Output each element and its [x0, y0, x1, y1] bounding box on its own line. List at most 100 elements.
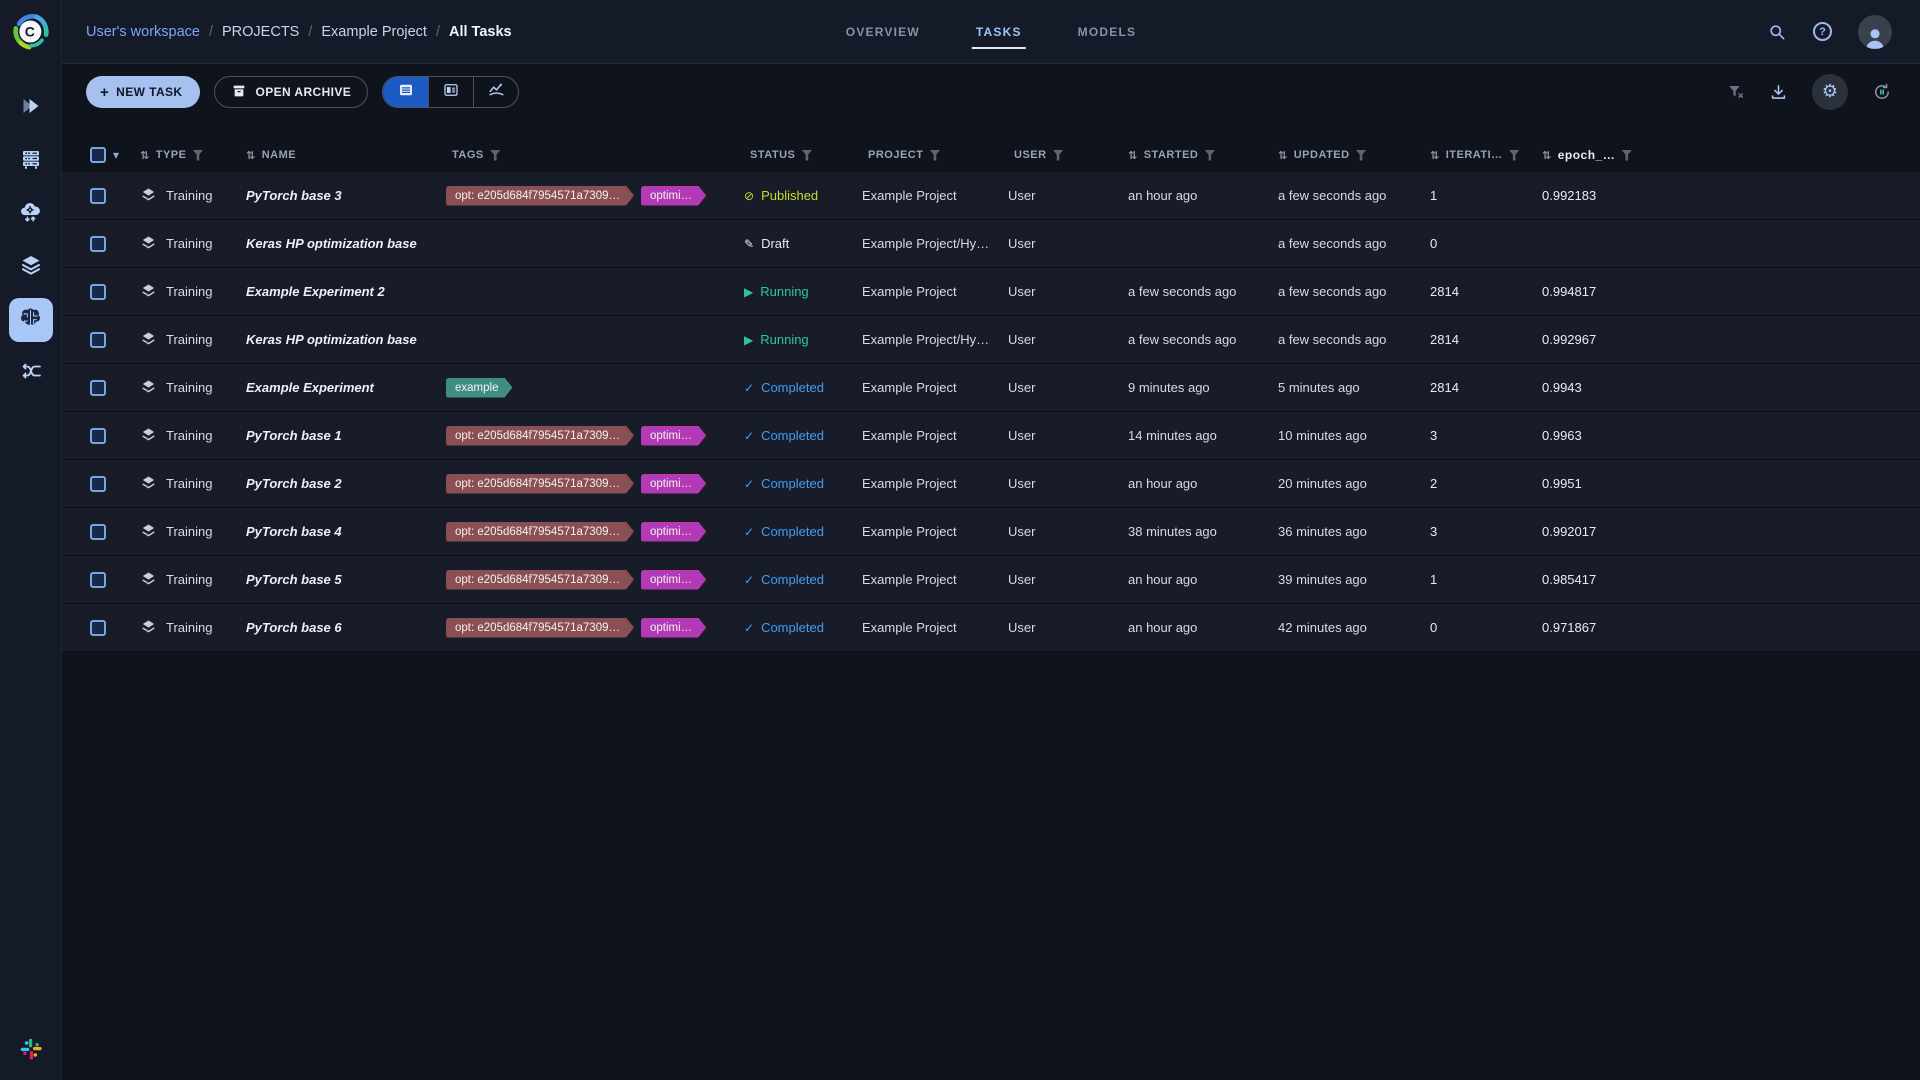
- task-row-pytorch-base-5[interactable]: Training PyTorch base 5 opt: e205d684f79…: [62, 556, 1920, 604]
- task-name[interactable]: PyTorch base 5: [246, 572, 342, 587]
- task-row-keras-hp-optimization-base[interactable]: Training Keras HP optimization base ▶ Ru…: [62, 316, 1920, 364]
- task-row-example-experiment-2[interactable]: Training Example Experiment 2 ▶ Running …: [62, 268, 1920, 316]
- tag[interactable]: opt: e205d684f7954571a7309…: [446, 186, 634, 206]
- column-header-started[interactable]: ⇅ STARTED: [1128, 149, 1278, 162]
- column-header-updated[interactable]: ⇅ UPDATED: [1278, 149, 1430, 162]
- tag[interactable]: opt: e205d684f7954571a7309…: [446, 570, 634, 590]
- new-task-button[interactable]: + NEW TASK: [86, 76, 201, 108]
- sort-icon[interactable]: ⇅: [1278, 148, 1288, 162]
- column-header-name[interactable]: ⇅ NAME: [246, 149, 446, 162]
- sidebar-item-datasets[interactable]: [9, 245, 53, 289]
- tab-tasks[interactable]: TASKS: [971, 0, 1026, 63]
- sort-icon[interactable]: ⇅: [140, 148, 150, 162]
- tag[interactable]: optimi…: [641, 618, 706, 638]
- row-checkbox[interactable]: [90, 475, 106, 492]
- row-checkbox[interactable]: [90, 379, 106, 396]
- sidebar-item-projects[interactable]: [9, 86, 53, 130]
- tab-overview[interactable]: OVERVIEW: [845, 24, 920, 39]
- compare-plots-toggle[interactable]: [473, 77, 518, 107]
- task-row-pytorch-base-4[interactable]: Training PyTorch base 4 opt: e205d684f79…: [62, 508, 1920, 556]
- column-header-status[interactable]: STATUS: [744, 149, 862, 161]
- table-view-toggle[interactable]: [383, 77, 429, 107]
- tag[interactable]: optimi…: [641, 570, 706, 590]
- slack-icon[interactable]: [16, 1034, 46, 1064]
- filter-icon[interactable]: [801, 149, 813, 161]
- task-name[interactable]: Example Experiment: [246, 380, 374, 395]
- select-dropdown-caret[interactable]: ▾: [113, 148, 120, 162]
- settings-gear-icon[interactable]: ⚙: [1812, 74, 1848, 110]
- task-row-pytorch-base-1[interactable]: Training PyTorch base 1 opt: e205d684f79…: [62, 412, 1920, 460]
- task-row-keras-hp-optimization-base[interactable]: Training Keras HP optimization base ✎ Dr…: [62, 220, 1920, 268]
- filter-icon[interactable]: [929, 149, 941, 161]
- row-checkbox[interactable]: [90, 571, 106, 588]
- sidebar-item-workers-queues[interactable]: [9, 139, 53, 183]
- task-name[interactable]: PyTorch base 3: [246, 188, 342, 203]
- filter-icon[interactable]: [1052, 149, 1064, 161]
- filter-icon[interactable]: [192, 149, 204, 161]
- select-all-checkbox[interactable]: [90, 147, 106, 163]
- breadcrumb-item[interactable]: User's workspace: [86, 23, 200, 40]
- row-checkbox[interactable]: [90, 235, 106, 252]
- tag[interactable]: opt: e205d684f7954571a7309…: [446, 474, 634, 494]
- sidebar-item-experiments[interactable]: [8, 298, 53, 342]
- column-header-project[interactable]: PROJECT: [862, 149, 1008, 161]
- detail-view-toggle[interactable]: [428, 77, 473, 107]
- search-icon[interactable]: [1767, 22, 1787, 42]
- help-icon[interactable]: ?: [1813, 22, 1832, 41]
- sidebar-item-cloud-autoscalers[interactable]: [9, 192, 53, 236]
- row-checkbox[interactable]: [90, 619, 106, 636]
- row-checkbox[interactable]: [90, 283, 106, 300]
- task-name[interactable]: PyTorch base 1: [246, 428, 342, 443]
- download-icon[interactable]: [1769, 83, 1788, 102]
- filter-icon[interactable]: [1621, 149, 1633, 161]
- clearml-logo[interactable]: C: [0, 0, 62, 64]
- tag[interactable]: opt: e205d684f7954571a7309…: [446, 522, 634, 542]
- clear-filters-icon[interactable]: [1727, 83, 1745, 101]
- tag[interactable]: optimi…: [641, 186, 706, 206]
- column-header-user[interactable]: USER: [1008, 149, 1128, 161]
- breadcrumb-item[interactable]: All Tasks: [448, 23, 512, 40]
- column-header-iterati[interactable]: ⇅ ITERATI…: [1430, 149, 1542, 162]
- tag[interactable]: optimi…: [641, 426, 706, 446]
- sidebar-item-pipelines[interactable]: [9, 351, 53, 395]
- row-checkbox[interactable]: [90, 427, 106, 444]
- type-label: Training: [166, 188, 213, 203]
- filter-icon[interactable]: [1508, 149, 1520, 161]
- sort-icon[interactable]: ⇅: [1542, 148, 1552, 162]
- tab-models[interactable]: MODELS: [1077, 24, 1137, 39]
- iterations-cell: 2814: [1430, 380, 1459, 395]
- task-row-pytorch-base-6[interactable]: Training PyTorch base 6 opt: e205d684f79…: [62, 604, 1920, 652]
- tag[interactable]: example: [446, 378, 512, 398]
- sort-icon[interactable]: ⇅: [246, 148, 256, 162]
- row-checkbox[interactable]: [90, 187, 106, 204]
- started-cell: 9 minutes ago: [1128, 380, 1210, 395]
- breadcrumb-item[interactable]: Example Project: [321, 23, 427, 40]
- tag[interactable]: optimi…: [641, 474, 706, 494]
- tag[interactable]: opt: e205d684f7954571a7309…: [446, 426, 634, 446]
- task-name[interactable]: PyTorch base 4: [246, 524, 342, 539]
- filter-icon[interactable]: [1204, 149, 1216, 161]
- row-checkbox[interactable]: [90, 331, 106, 348]
- task-name[interactable]: Keras HP optimization base: [246, 236, 417, 251]
- open-archive-button[interactable]: OPEN ARCHIVE: [214, 76, 369, 108]
- column-header-epoch[interactable]: ⇅ epoch_…: [1542, 148, 1702, 162]
- column-header-type[interactable]: ⇅ TYPE: [140, 149, 246, 162]
- task-name[interactable]: Keras HP optimization base: [246, 332, 417, 347]
- breadcrumb-item[interactable]: PROJECTS: [222, 23, 300, 40]
- avatar[interactable]: [1858, 14, 1892, 49]
- row-checkbox[interactable]: [90, 523, 106, 540]
- task-row-pytorch-base-3[interactable]: Training PyTorch base 3 opt: e205d684f79…: [62, 172, 1920, 220]
- filter-icon[interactable]: [1355, 149, 1367, 161]
- column-header-tags[interactable]: TAGS: [446, 149, 744, 161]
- auto-refresh-icon[interactable]: [1872, 82, 1892, 102]
- task-row-pytorch-base-2[interactable]: Training PyTorch base 2 opt: e205d684f79…: [62, 460, 1920, 508]
- task-row-example-experiment[interactable]: Training Example Experiment example ✓ Co…: [62, 364, 1920, 412]
- tag[interactable]: opt: e205d684f7954571a7309…: [446, 618, 634, 638]
- task-name[interactable]: PyTorch base 2: [246, 476, 342, 491]
- task-name[interactable]: Example Experiment 2: [246, 284, 385, 299]
- filter-icon[interactable]: [489, 149, 501, 161]
- sort-icon[interactable]: ⇅: [1128, 148, 1138, 162]
- task-name[interactable]: PyTorch base 6: [246, 620, 342, 635]
- tag[interactable]: optimi…: [641, 522, 706, 542]
- sort-icon[interactable]: ⇅: [1430, 148, 1440, 162]
